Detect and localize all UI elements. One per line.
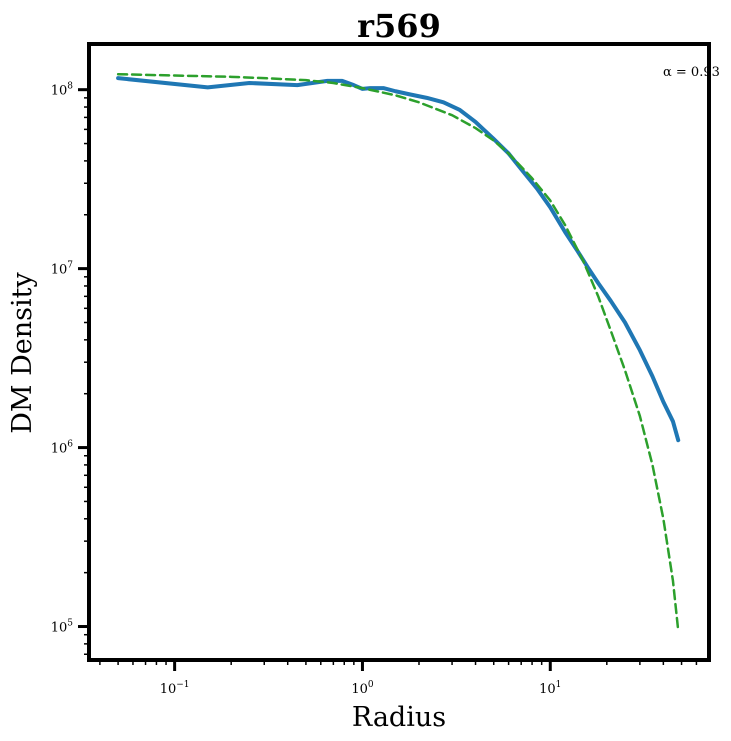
- alpha-annotation: α = 0.93: [663, 65, 720, 80]
- y-tick-label: 107: [51, 261, 74, 278]
- fit-curve-line: [116, 72, 680, 632]
- x-axis-label: Radius: [352, 702, 446, 733]
- chart-title: r569: [357, 7, 441, 45]
- x-tick-label: 101: [539, 680, 561, 697]
- x-tick-label: 100: [351, 680, 374, 697]
- y-tick-label: 108: [51, 82, 74, 99]
- y-tick-label: 105: [51, 619, 74, 636]
- density-profile-line: [116, 76, 681, 443]
- y-tick-label: 106: [51, 440, 74, 457]
- plot-area: 10−1 100 101 105 106 107 108: [51, 72, 698, 697]
- y-axis-label: DM Density: [7, 272, 38, 434]
- plot-frame: [87, 42, 711, 662]
- x-tick-label: 10−1: [160, 680, 190, 697]
